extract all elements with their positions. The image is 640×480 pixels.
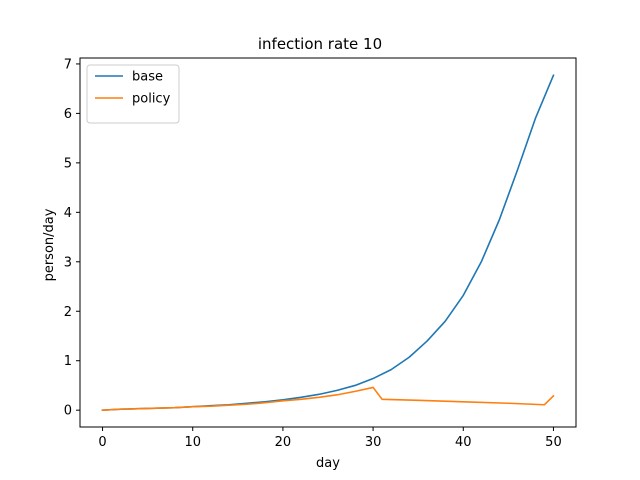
legend-label-policy: policy — [132, 92, 171, 107]
y-tick-label: 5 — [64, 156, 72, 171]
y-tick-label: 2 — [64, 305, 72, 320]
chart-title: infection rate 10 — [258, 35, 382, 53]
y-tick-label: 3 — [64, 255, 72, 270]
y-tick-label: 1 — [64, 354, 72, 369]
x-axis-label: day — [316, 456, 340, 471]
x-tick-label: 10 — [184, 435, 201, 450]
legend-label-base: base — [132, 70, 163, 85]
series-layer — [101, 74, 555, 412]
series-line-policy — [101, 386, 555, 412]
y-tick-label: 0 — [64, 404, 72, 419]
y-tick-label: 6 — [64, 107, 72, 122]
x-tick-label: 20 — [275, 435, 292, 450]
axes-frame — [79, 57, 577, 428]
legend: base policy — [86, 64, 180, 124]
x-tick-label: 40 — [455, 435, 472, 450]
y-tick-label: 4 — [64, 206, 72, 221]
x-tick-label: 30 — [365, 435, 382, 450]
axes-layer: 0 10 20 30 40 50 0 1 2 3 4 5 6 7 — [64, 57, 577, 450]
x-tick-label: 0 — [98, 435, 106, 450]
x-tick-label: 50 — [545, 435, 562, 450]
legend-box — [86, 64, 180, 124]
y-axis-label: person/day — [42, 208, 57, 281]
y-tick-label: 7 — [64, 57, 72, 72]
